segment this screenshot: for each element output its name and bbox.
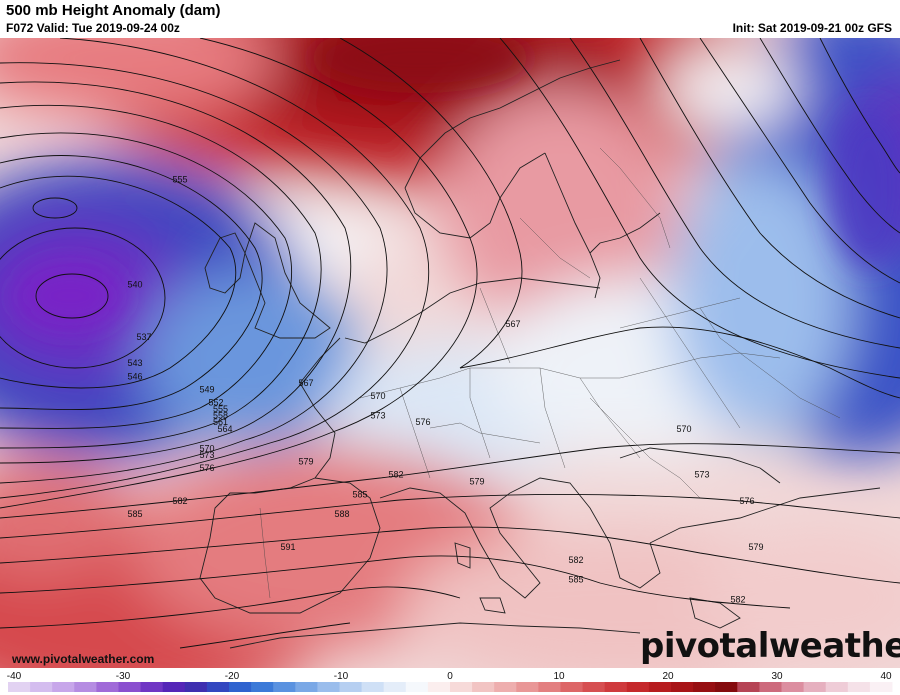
colorbar-swatch [162,682,186,692]
colorbar-swatch [96,682,119,692]
colorbar-swatch [295,682,318,692]
colorbar-swatch [626,682,650,692]
colorbar-swatch [847,682,871,692]
contour-label: 567 [505,319,520,329]
contour-label: 546 [127,371,142,381]
contour-labels: 5555405375435465495525555585615645675675… [127,174,763,604]
colorbar-swatch [582,682,606,692]
contour-label: 555 [213,404,228,414]
contour-label: 537 [136,332,151,342]
coastlines [199,59,881,649]
colorbar-swatch [140,682,164,692]
contour-label: 585 [568,575,583,585]
website-label[interactable]: www.pivotalweather.com [12,652,155,666]
colorbar-tick-label: 30 [771,671,783,682]
colorbar-tick-label: -40 [7,671,22,682]
colorbar-swatch [560,682,584,692]
colorbar-swatch [494,682,517,692]
colorbar-swatch [825,682,849,692]
contour-label: 573 [199,450,214,460]
colorbar: -40 -30 -20 -10 0 10 20 30 40 [0,668,900,695]
contour-label: 558 [213,411,228,421]
colorbar-swatch [427,682,451,692]
colorbar-ticks: -40 -30 -20 -10 0 10 20 30 40 [7,671,892,682]
contour-label: 588 [334,509,349,519]
colorbar-swatch [803,682,827,692]
colorbar-swatch [671,682,694,692]
colorbar-swatch [715,682,738,692]
contour-label: 570 [199,443,214,453]
colorbar-swatch [737,682,760,692]
colorbar-swatch [383,682,407,692]
colorbar-swatch [52,682,75,692]
contour-label: 591 [280,542,295,552]
colorbar-swatch [251,682,274,692]
colorbar-swatches [8,682,893,692]
colorbar-tick-label: 0 [447,671,453,682]
colorbar-swatch [869,682,893,692]
colorbar-swatch [8,682,31,692]
colorbar-swatch [781,682,805,692]
colorbar-swatch [648,682,672,692]
anomaly-map[interactable]: 5555405375435465495525555585615645675675… [0,38,900,668]
anomaly-field [0,38,900,668]
contour-label: 570 [370,391,385,401]
contour-label: 570 [676,424,691,434]
colorbar-tick-label: -10 [334,671,349,682]
colorbar-swatch [317,682,340,692]
contour-label: 555 [172,174,187,184]
contour-label: 561 [213,417,228,427]
colorbar-swatch [604,682,628,692]
colorbar-swatch [229,682,252,692]
map-title: 500 mb Height Anomaly (dam) [6,2,221,19]
colorbar-swatch [405,682,429,692]
colorbar-swatch [184,682,208,692]
colorbar-tick-label: -20 [225,671,240,682]
colorbar-swatch [472,682,495,692]
colorbar-swatch [759,682,782,692]
colorbar-swatch [339,682,363,692]
colorbar-tick-label: 10 [553,671,565,682]
contour-label: 585 [352,489,367,499]
contour-label: 585 [127,509,142,519]
colorbar-tick-label: 40 [880,671,892,682]
height-contours [0,38,900,649]
valid-time: F072 Valid: Tue 2019-09-24 00z [6,21,180,35]
contour-label: 549 [199,384,214,394]
contour-label: 579 [298,457,313,467]
brand-logo: pivotalweather [640,626,900,666]
colorbar-swatch [516,682,539,692]
contour-label: 576 [415,417,430,427]
contour-label: 576 [739,496,754,506]
contour-label: 579 [748,542,763,552]
contour-label: 573 [694,470,709,480]
contour-label: 579 [469,476,484,486]
contour-label: 567 [298,378,313,388]
colorbar-swatch [361,682,385,692]
contour-label: 552 [208,398,223,408]
colorbar-tick-label: 20 [662,671,674,682]
colorbar-swatch [206,682,230,692]
contour-label: 582 [172,496,187,506]
colorbar-swatch [30,682,53,692]
contour-label: 582 [730,594,745,604]
init-time: Init: Sat 2019-09-21 00z GFS [732,21,892,35]
colorbar-swatch [450,682,473,692]
contour-label: 576 [199,463,214,473]
colorbar-swatch [538,682,561,692]
contour-label: 573 [370,411,385,421]
colorbar-swatch [273,682,296,692]
contour-label: 543 [127,358,142,368]
borders [259,147,841,599]
header: 500 mb Height Anomaly (dam) F072 Valid: … [0,0,900,38]
colorbar-tick-label: -30 [116,671,131,682]
colorbar-swatch [118,682,142,692]
contour-label: 540 [127,279,142,289]
colorbar-swatch [693,682,716,692]
contour-label: 582 [568,555,583,565]
contour-label: 564 [217,424,232,434]
contour-label: 582 [388,470,403,480]
colorbar-swatch [74,682,97,692]
